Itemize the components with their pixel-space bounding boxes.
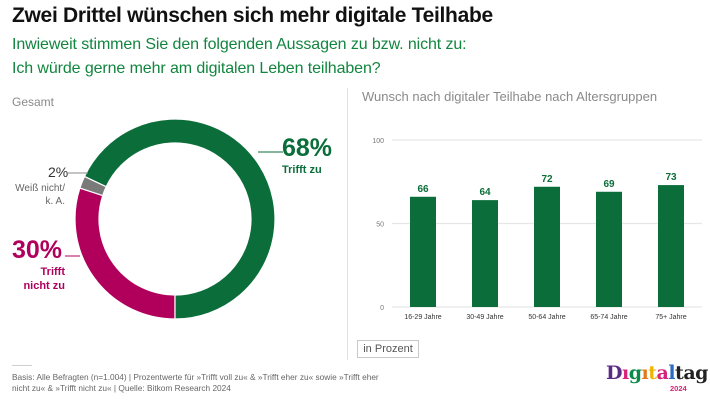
donut-label-unknown: Weiß nicht/ k. A. (15, 182, 65, 208)
x-tick-label: 50-64 Jahre (528, 314, 565, 321)
logo-letter: ı (621, 362, 629, 384)
logo-year: 2024 (670, 384, 687, 393)
question-line-2: Ich würde gerne mehr am digitalen Leben … (12, 60, 381, 77)
bar (472, 200, 498, 307)
x-tick-label: 65-74 Jahre (590, 314, 627, 321)
donut-slice-trifft-zu (83, 118, 276, 320)
logo-letter: t (675, 362, 684, 384)
donut-label-disagree-line1: Trifft (40, 266, 65, 278)
logo-letter: a (656, 362, 669, 384)
panel-divider (347, 88, 348, 360)
bar (410, 196, 436, 307)
bar (658, 185, 684, 307)
page-title: Zwei Drittel wünschen sich mehr digitale… (12, 4, 493, 27)
footnote: Basis: Alle Befragten (n=1.004) | Prozen… (12, 372, 379, 393)
question-line-1: Inwieweit stimmen Sie den folgenden Auss… (12, 36, 467, 53)
logo-letter: a (683, 362, 696, 384)
bar (596, 191, 622, 307)
x-tick-label: 30-49 Jahre (466, 314, 503, 321)
donut-label-agree: Trifft zu (282, 164, 322, 176)
bar-value-label: 69 (603, 179, 615, 190)
bar-value-label: 73 (665, 172, 677, 183)
unit-label: in Prozent (357, 340, 419, 358)
logo-letter: ı (641, 362, 649, 384)
y-tick-label: 100 (372, 138, 384, 145)
donut-label-unknown-line2: k. A. (45, 196, 65, 207)
bar-value-label: 64 (479, 187, 491, 198)
bar-chart: 0 50 100 66 16-29 Jahre 64 30-49 Jahre 72 50-64… (372, 138, 702, 321)
y-tick-label: 0 (380, 305, 384, 312)
logo-letter: g (695, 362, 708, 384)
x-tick-label: 16-29 Jahre (404, 314, 441, 321)
donut-label-disagree: Trifft nicht zu (23, 265, 65, 293)
donut-chart (65, 118, 283, 320)
footnote-rule (12, 365, 32, 366)
logo-letter: l (668, 362, 676, 384)
bar (534, 186, 560, 307)
digitaltag-logo: Dıgıtaltag (606, 362, 708, 384)
donut-label-unknown-line1: Weiß nicht/ (15, 183, 65, 194)
logo-letter: g (628, 362, 642, 384)
bar-value-label: 66 (417, 184, 429, 195)
donut-label-disagree-line2: nicht zu (23, 280, 65, 292)
donut-chart-title: Gesamt (12, 95, 55, 109)
donut-label-disagree-percent: 30% (12, 236, 63, 264)
donut-label-agree-percent: 68% (282, 134, 333, 162)
bar-value-label: 72 (541, 174, 553, 185)
donut-label-unknown-percent: 2% (48, 164, 69, 180)
logo-letter: D (606, 362, 622, 384)
bar-chart-title: Wunsch nach digitaler Teilhabe nach Alte… (362, 89, 658, 104)
logo-letter: t (648, 362, 657, 384)
y-tick-label: 50 (376, 222, 384, 229)
x-tick-label: 75+ Jahre (655, 314, 686, 321)
